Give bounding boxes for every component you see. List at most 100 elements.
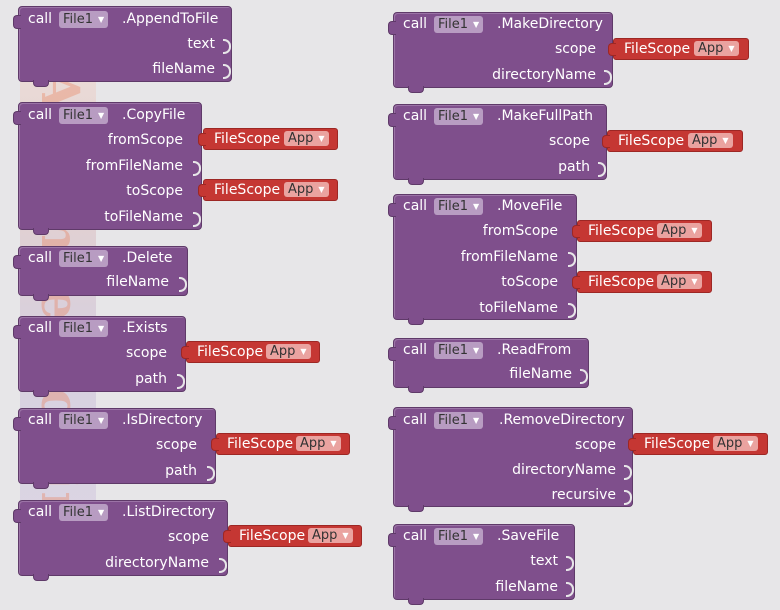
input-socket[interactable] (223, 39, 231, 54)
input-socket[interactable] (223, 64, 231, 79)
component-selector[interactable]: File1 ▼ (434, 108, 484, 125)
block-notch (408, 178, 424, 185)
param-label-fromscope: fromScope (107, 132, 183, 148)
read-from-block[interactable]: call File1 ▼ .ReadFrom fileName (388, 338, 589, 393)
component-selector[interactable]: File1 ▼ (59, 320, 109, 337)
filescope-block[interactable]: FileScope App ▼ (572, 220, 712, 242)
copy-file-block[interactable]: call File1 ▼ .CopyFile fromScope fromFile… (13, 102, 202, 235)
component-selector[interactable]: File1 ▼ (434, 342, 484, 359)
param-label-scope: scope (554, 41, 596, 57)
delete-block[interactable]: call File1 ▼ .Delete fileName (13, 246, 188, 301)
method-name: .RemoveDirectory (499, 412, 625, 428)
input-socket[interactable] (566, 582, 574, 597)
dropdown-arrow-icon: ▼ (330, 439, 337, 448)
method-name: .AppendToFile (122, 11, 219, 27)
call-keyword: call (28, 504, 53, 520)
filescope-block[interactable]: FileScope App ▼ (572, 271, 712, 293)
call-keyword: call (28, 250, 53, 266)
dropdown-arrow-icon: ▼ (691, 277, 698, 286)
param-label-fromfilename: fromFileName (85, 158, 183, 174)
scope-selector[interactable]: App ▼ (284, 131, 329, 146)
scope-selector[interactable]: App ▼ (713, 436, 758, 451)
block-notch (33, 294, 49, 301)
method-name: .MakeDirectory (497, 16, 603, 32)
param-label-directoryname: directoryName (105, 555, 209, 571)
filescope-block[interactable]: FileScope App ▼ (628, 433, 768, 455)
dropdown-arrow-icon: ▼ (98, 508, 105, 517)
filescope-block[interactable]: FileScope App ▼ (211, 433, 350, 455)
scope-selector[interactable]: App ▼ (284, 182, 329, 197)
input-socket[interactable] (179, 277, 187, 292)
param-label-text: text (530, 553, 558, 569)
call-keyword: call (28, 412, 53, 428)
block-notch (408, 86, 424, 93)
scope-selector[interactable]: App ▼ (688, 133, 733, 148)
list-directory-block[interactable]: call File1 ▼ .ListDirectory scope directo… (13, 500, 228, 581)
dropdown-arrow-icon: ▼ (98, 416, 105, 425)
param-label-scope: scope (155, 437, 197, 453)
filescope-label: FileScope (214, 182, 281, 198)
input-socket[interactable] (598, 162, 606, 177)
make-directory-block[interactable]: call File1 ▼ .MakeDirectory scope directo… (388, 12, 613, 93)
component-selector[interactable]: File1 ▼ (434, 16, 484, 33)
make-full-path-block[interactable]: call File1 ▼ .MakeFullPath scope path (388, 104, 607, 185)
scope-selector[interactable]: App ▼ (296, 436, 341, 451)
append-to-file-block[interactable]: call File1 ▼ .AppendToFile text fileName (13, 6, 232, 87)
move-file-block[interactable]: call File1 ▼ .MoveFile fromScope fromFile… (388, 194, 577, 325)
block-notch (408, 386, 424, 393)
exists-block[interactable]: call File1 ▼ .Exists scope path (13, 316, 186, 397)
input-socket[interactable] (568, 303, 576, 318)
input-socket[interactable] (604, 70, 612, 85)
input-socket[interactable] (177, 374, 185, 389)
input-socket[interactable] (580, 369, 588, 384)
param-label-scope: scope (574, 437, 616, 453)
param-label-scope: scope (125, 345, 167, 361)
component-selector[interactable]: File1 ▼ (59, 107, 109, 124)
save-file-block[interactable]: call File1 ▼ .SaveFile text fileName (388, 524, 575, 605)
param-label-directoryname: directoryName (512, 462, 616, 478)
param-label-fromfilename: fromFileName (460, 249, 558, 265)
component-selector[interactable]: File1 ▼ (59, 11, 109, 28)
scope-selector[interactable]: App ▼ (657, 223, 702, 238)
component-selector[interactable]: File1 ▼ (434, 412, 484, 429)
param-label-scope: scope (548, 133, 590, 149)
dropdown-arrow-icon: ▼ (98, 324, 105, 333)
is-directory-block[interactable]: call File1 ▼ .IsDirectory scope path (13, 408, 216, 489)
param-label-text: text (187, 36, 215, 52)
param-label-path: path (135, 371, 167, 387)
call-keyword: call (403, 528, 428, 544)
scope-selector[interactable]: App ▼ (308, 528, 353, 543)
scope-selector[interactable]: App ▼ (266, 344, 311, 359)
input-socket[interactable] (624, 490, 632, 505)
filescope-block[interactable]: FileScope App ▼ (198, 179, 338, 201)
input-socket[interactable] (207, 466, 215, 481)
input-socket[interactable] (193, 212, 201, 227)
remove-directory-block[interactable]: call File1 ▼ .RemoveDirectory scope direc… (388, 407, 633, 512)
scope-selector[interactable]: App ▼ (657, 274, 702, 289)
filescope-block[interactable]: FileScope App ▼ (198, 128, 338, 150)
scope-selector[interactable]: App ▼ (694, 41, 739, 56)
component-selector[interactable]: File1 ▼ (434, 528, 484, 545)
method-name: .MoveFile (497, 198, 563, 214)
component-selector[interactable]: File1 ▼ (59, 504, 109, 521)
component-selector[interactable]: File1 ▼ (59, 412, 109, 429)
component-selector[interactable]: File1 ▼ (434, 198, 484, 215)
input-socket[interactable] (566, 556, 574, 571)
dropdown-arrow-icon: ▼ (473, 202, 480, 211)
filescope-block[interactable]: FileScope App ▼ (223, 525, 362, 547)
component-selector[interactable]: File1 ▼ (59, 250, 109, 267)
filescope-block[interactable]: FileScope App ▼ (181, 341, 320, 363)
input-socket[interactable] (219, 558, 227, 573)
method-name: .Delete (122, 250, 173, 266)
filescope-block[interactable]: FileScope App ▼ (608, 38, 749, 60)
input-socket[interactable] (568, 252, 576, 267)
block-notch (33, 482, 49, 489)
filescope-block[interactable]: FileScope App ▼ (602, 130, 743, 152)
param-label-toscope: toScope (126, 183, 183, 199)
param-label-scope: scope (167, 529, 209, 545)
input-socket[interactable] (624, 465, 632, 480)
filescope-label: FileScope (644, 436, 711, 452)
block-notch (33, 574, 49, 581)
dropdown-arrow-icon: ▼ (473, 112, 480, 121)
input-socket[interactable] (193, 161, 201, 176)
